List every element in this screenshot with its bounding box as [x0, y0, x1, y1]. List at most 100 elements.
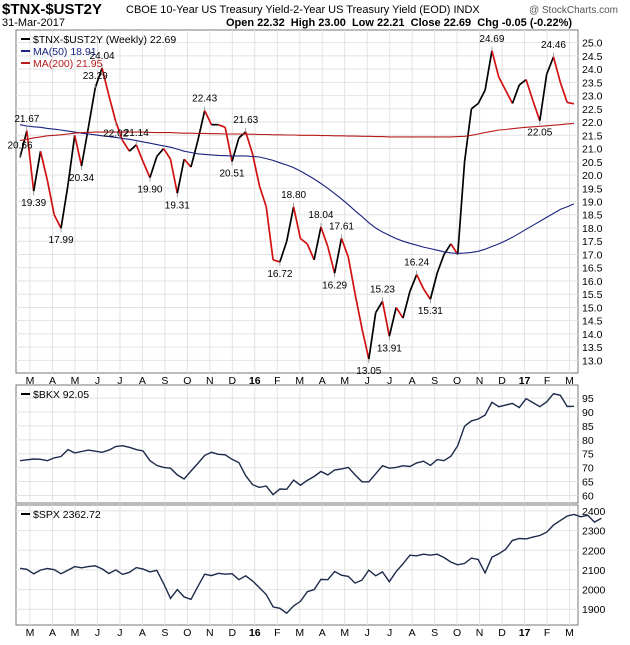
x-month-label: A [409, 375, 416, 387]
x-month-label: J [365, 627, 370, 639]
x-month-label: A [139, 627, 146, 639]
price-segment [545, 56, 555, 75]
x-month-label: A [409, 627, 416, 639]
price-segment [518, 78, 527, 86]
price-segment [238, 131, 247, 139]
y-tick-label: 15.0 [582, 302, 603, 314]
annotation-label: 15.31 [418, 306, 443, 317]
price-segment [450, 243, 459, 255]
y-tick-label: 85 [582, 421, 594, 433]
annotation-label: 24.69 [479, 34, 504, 45]
annotation-label: 23.29 [83, 71, 108, 82]
annotation-label: 21.14 [124, 128, 149, 139]
price-segment [306, 243, 315, 261]
y-tick-label: 70 [582, 463, 594, 475]
price-segment [326, 246, 336, 274]
annotation-label: 18.04 [308, 210, 333, 221]
y-tick-label: 23.0 [582, 91, 603, 103]
price-segment [538, 74, 548, 121]
y-tick-label: 19.5 [582, 183, 603, 195]
y-tick-label: 23.5 [582, 77, 603, 89]
y-tick-label: 24.0 [582, 64, 603, 76]
x-month-label: M [26, 375, 35, 387]
price-segment [162, 148, 172, 160]
x-month-label: F [544, 627, 550, 639]
y-tick-label: 2300 [582, 526, 606, 538]
x-month-label: M [565, 627, 574, 639]
y-tick-label: 25.0 [582, 38, 603, 50]
y-tick-label: 21.5 [582, 130, 603, 142]
x-month-label: D [498, 375, 506, 387]
price-segment [60, 185, 69, 229]
x-month-label: D [229, 375, 237, 387]
y-tick-label: 60 [582, 490, 594, 502]
x-month-label: A [319, 627, 326, 639]
annotation-label: 24.46 [541, 40, 566, 51]
x-month-label: J [95, 627, 100, 639]
y-tick-label: 90 [582, 407, 594, 419]
price-segment [532, 100, 541, 121]
y-tick-label: 80 [582, 435, 594, 447]
annotation-label: 15.23 [370, 284, 395, 295]
price-segment [498, 76, 507, 91]
x-month-label: F [544, 375, 550, 387]
x-month-label: J [387, 375, 392, 387]
price-segment [108, 95, 117, 122]
y-tick-label: 2100 [582, 565, 606, 577]
annotation-label: 17.99 [49, 235, 74, 246]
price-segment [46, 180, 56, 215]
price-segment [114, 121, 124, 141]
x-month-label: M [340, 627, 349, 639]
y-tick-label: 16.5 [582, 263, 603, 275]
x-month-label: M [71, 627, 80, 639]
x-month-label: N [206, 375, 214, 387]
y-tick-label: 18.5 [582, 210, 603, 222]
x-month-label: F [274, 375, 280, 387]
x-month-label: M [26, 627, 35, 639]
x-month-label: M [295, 627, 304, 639]
y-tick-label: 13.0 [582, 355, 603, 367]
price-segment [258, 185, 268, 208]
price-segment [388, 307, 397, 337]
annotation-label: 19.39 [21, 198, 46, 209]
price-segment [149, 156, 158, 178]
price-segment [504, 89, 514, 104]
price-segment [183, 158, 192, 168]
x-month-label: F [274, 627, 280, 639]
price-segment [196, 110, 206, 141]
x-month-label: S [431, 627, 438, 639]
x-month-label: D [498, 627, 506, 639]
x-month-label: A [49, 375, 56, 387]
legend-entry: $TNX-$UST2Y (Weekly) 22.69 [33, 34, 176, 46]
chart-symbol: $TNX-$UST2Y [2, 1, 103, 18]
x-month-label: A [319, 375, 326, 387]
x-month-label: J [117, 627, 122, 639]
x-month-label: J [117, 375, 122, 387]
legend-entry: MA(200) 21.95 [33, 58, 103, 70]
price-segment [374, 300, 384, 314]
y-tick-label: 22.5 [582, 104, 603, 116]
x-month-label: D [229, 627, 237, 639]
x-month-label: M [295, 375, 304, 387]
price-segment [128, 144, 137, 152]
price-segment [25, 130, 35, 192]
x-month-label: O [183, 627, 191, 639]
y-tick-label: 14.5 [582, 316, 603, 328]
x-month-label: O [453, 627, 461, 639]
y-tick-label: 17.0 [582, 249, 603, 261]
annotation-label: 20.51 [220, 169, 245, 180]
annotation-label: 16.72 [267, 269, 292, 280]
panel-frame-spx [15, 504, 579, 626]
price-segment [73, 135, 83, 167]
price-segment [443, 243, 452, 255]
price-segment [251, 153, 261, 186]
annotation-label: 13.05 [356, 366, 381, 377]
y-tick-label: 17.5 [582, 236, 603, 248]
price-segment [422, 288, 432, 300]
x-month-label: S [161, 375, 168, 387]
y-tick-label: 22.0 [582, 117, 603, 129]
annotation-label: 18.80 [281, 190, 306, 201]
price-segment [470, 102, 479, 110]
annotation-label: 17.61 [329, 221, 354, 232]
